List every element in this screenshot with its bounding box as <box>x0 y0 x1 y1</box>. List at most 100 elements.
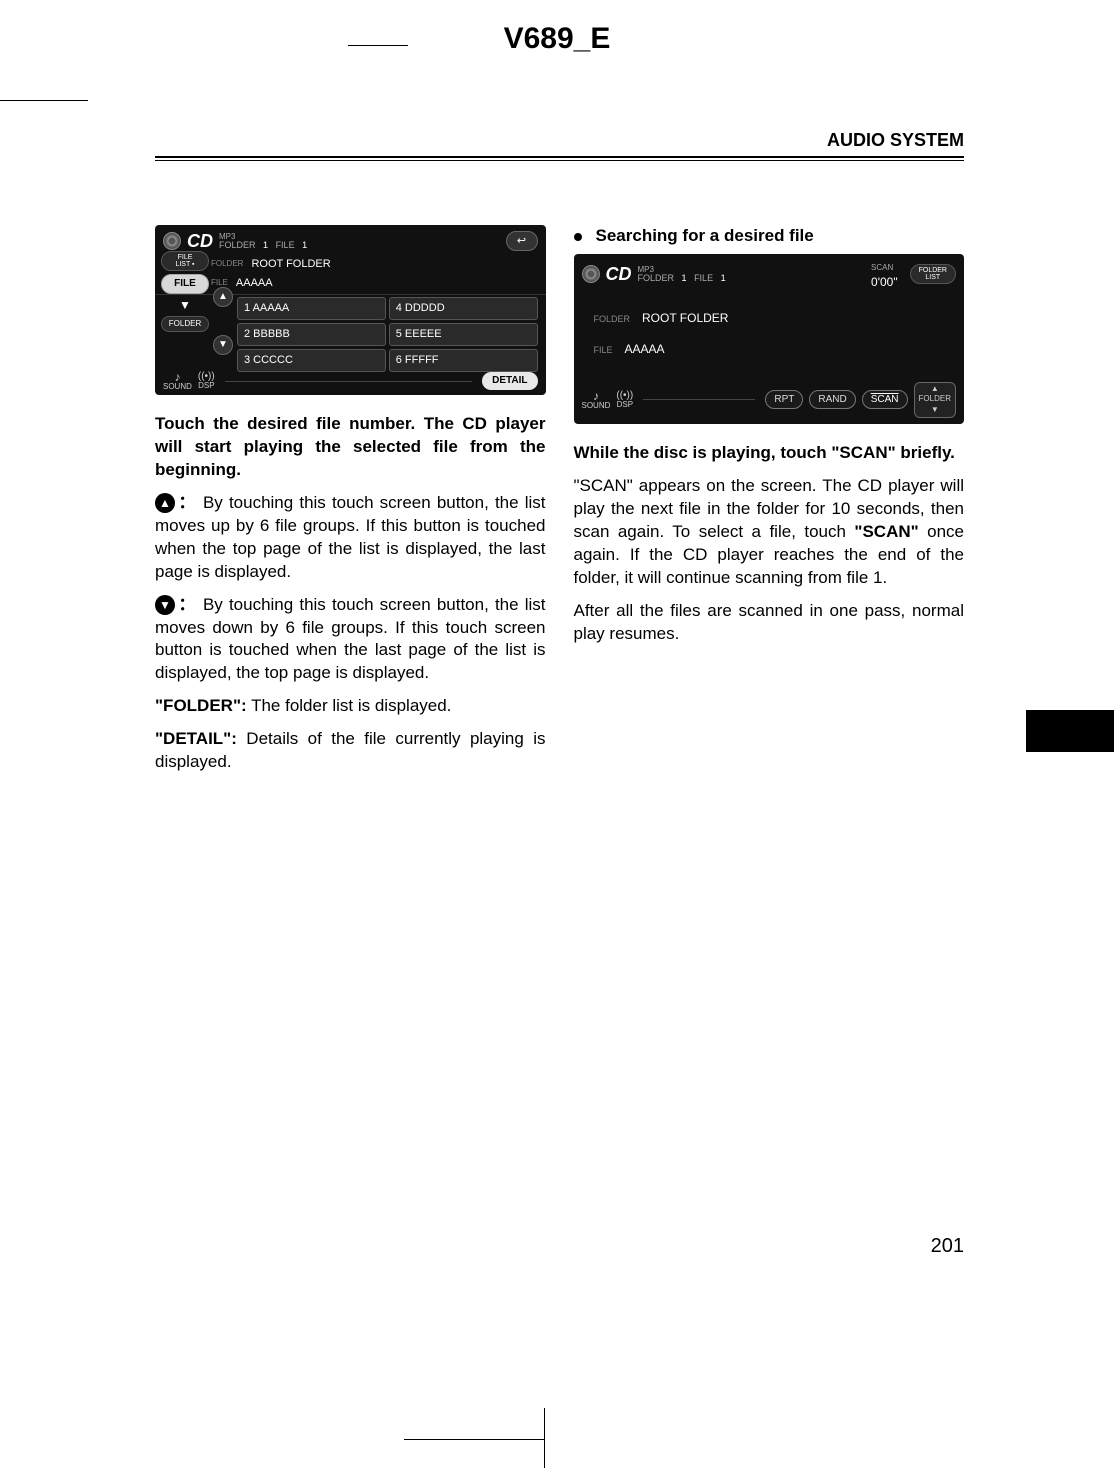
crop-mark-v <box>544 1408 545 1468</box>
p1b: "SCAN" <box>831 443 895 462</box>
up-button-desc: ▲： By touching this touch screen button,… <box>155 492 546 584</box>
left-column: CD MP3 FOLDER 1 FILE 1 ↩ FOLDER <box>155 225 546 784</box>
cd-label: CD <box>606 262 632 286</box>
file-num: 1 <box>721 273 726 283</box>
info-row: FOLDER ROOT FOLDER <box>155 255 546 274</box>
folder-text: FOLDER <box>919 394 951 405</box>
colon: ： <box>177 595 197 614</box>
folder-nav[interactable]: ▲ FOLDER ▼ <box>914 382 956 418</box>
disc-icon <box>163 232 181 250</box>
file-button[interactable]: FILE <box>161 274 209 294</box>
crop-rule <box>348 45 408 46</box>
content-columns: CD MP3 FOLDER 1 FILE 1 ↩ FOLDER <box>155 225 964 784</box>
sound-icon[interactable]: ♪ SOUND <box>582 390 611 410</box>
detail-label-text: "DETAIL": <box>155 729 237 748</box>
disc-icon <box>582 265 600 283</box>
folder-num: 1 <box>682 273 687 283</box>
scroll-arrows: ▲ ▼ <box>213 287 233 355</box>
dsp-icon[interactable]: ((•)) DSP <box>198 372 215 390</box>
up-text: By touching this touch screen button, th… <box>155 493 546 581</box>
rpt-button[interactable]: RPT <box>765 390 803 410</box>
folder-caption: FOLDER <box>594 313 631 325</box>
folder-list-button[interactable]: FOLDERLIST <box>910 264 956 284</box>
divider <box>643 399 755 400</box>
doc-header: V689_E <box>0 22 1114 56</box>
instruction-touch-file: Touch the desired file number. The CD pl… <box>155 413 546 482</box>
bottom-bar: ♪ SOUND ((•)) DSP DETAIL <box>163 371 538 391</box>
folder-file-indicator: FOLDER 1 FILE 1 <box>219 241 307 250</box>
file-label: FILE <box>694 273 713 283</box>
folder-info: FOLDER ROOT FOLDER FILE AAAAA <box>574 292 965 362</box>
root-folder-text: ROOT FOLDER <box>251 257 330 272</box>
file-cell[interactable]: 2 BBBBB <box>237 323 386 346</box>
mp3-label: MP3 FOLDER 1 FILE 1 <box>219 233 307 250</box>
detail-desc: "DETAIL": Details of the file currently … <box>155 728 546 774</box>
file-cell[interactable]: 4 DDDDD <box>389 297 538 320</box>
folder-label-text: "FOLDER": <box>155 696 247 715</box>
down-arrow-small: ▼ <box>161 297 209 313</box>
cd-scan-screen: CD MP3 FOLDER 1 FILE 1 SCAN 0'00" <box>574 254 965 424</box>
right-column: Searching for a desired file CD MP3 FOLD… <box>574 225 965 784</box>
sound-icon[interactable]: ♪ SOUND <box>163 371 192 391</box>
scan-instruction: While the disc is playing, touch "SCAN" … <box>574 442 965 465</box>
scroll-down-button[interactable]: ▼ <box>213 335 233 355</box>
folder-button[interactable]: FOLDER <box>161 316 209 333</box>
file-cell[interactable]: 3 CCCCC <box>237 349 386 372</box>
file-cell[interactable]: 5 EEEEE <box>389 323 538 346</box>
thumb-tab <box>1026 710 1114 752</box>
root-text: ROOT FOLDER <box>642 310 728 326</box>
p2b: "SCAN" <box>854 522 918 541</box>
cd-label: CD <box>187 229 213 253</box>
folder-text: The folder list is displayed. <box>247 696 452 715</box>
time-value: 0'00" <box>871 275 898 289</box>
folder-label: FOLDER <box>219 240 256 250</box>
folder-down-icon: ▼ <box>931 405 939 416</box>
folder-file-indicator: FOLDER 1 FILE 1 <box>638 274 726 283</box>
file-num: 1 <box>302 240 307 250</box>
folder-desc: "FOLDER": The folder list is displayed. <box>155 695 546 718</box>
scan-button[interactable]: SCAN <box>862 390 908 410</box>
dsp-icon[interactable]: ((•)) DSP <box>616 391 633 409</box>
file-list-button[interactable]: FILELIST ▪ <box>161 251 209 271</box>
bottom-controls: ♪ SOUND ((•)) DSP RPT RAND SCAN ▲ FOLDER… <box>582 382 957 418</box>
colon: ： <box>177 493 197 512</box>
left-buttons: FILELIST ▪ FILE ▼ FOLDER <box>161 251 209 332</box>
crop-mark-h <box>404 1439 544 1440</box>
search-heading: Searching for a desired file <box>574 225 965 248</box>
file-cell[interactable]: 6 FFFFF <box>389 349 538 372</box>
scroll-up-button[interactable]: ▲ <box>213 287 233 307</box>
down-button-desc: ▼： By touching this touch screen button,… <box>155 594 546 686</box>
p1c: briefly. <box>896 443 955 462</box>
detail-button[interactable]: DETAIL <box>482 372 537 390</box>
down-arrow-icon: ▼ <box>155 595 175 615</box>
current-file-text: AAAAA <box>236 276 273 291</box>
dsp-label: DSP <box>617 401 633 409</box>
folder-num: 1 <box>263 240 268 250</box>
back-button[interactable]: ↩ <box>506 231 538 251</box>
scan-indicator: SCAN <box>871 263 893 272</box>
bullet-icon <box>574 233 582 241</box>
screen-header: CD MP3 FOLDER 1 FILE 1 SCAN 0'00" <box>574 254 965 292</box>
mp3-label: MP3 FOLDER 1 FILE 1 <box>638 266 726 283</box>
time-display: SCAN 0'00" <box>871 258 898 290</box>
scan-resume: After all the files are scanned in one p… <box>574 600 965 646</box>
file-caption: FILE <box>594 344 613 356</box>
rand-button[interactable]: RAND <box>809 390 855 410</box>
section-rule-thick <box>155 156 964 158</box>
heading-text: Searching for a desired file <box>596 226 814 245</box>
folder-label: FOLDER <box>638 273 675 283</box>
cd-file-list-screen: CD MP3 FOLDER 1 FILE 1 ↩ FOLDER <box>155 225 546 395</box>
folder-caption: FOLDER <box>211 259 243 270</box>
down-text: By touching this touch screen button, th… <box>155 595 546 683</box>
screen-header: CD MP3 FOLDER 1 FILE 1 ↩ <box>155 225 546 255</box>
section-title: AUDIO SYSTEM <box>827 130 964 151</box>
crop-rule-left <box>0 100 88 101</box>
up-arrow-icon: ▲ <box>155 493 175 513</box>
sound-label: SOUND <box>163 383 192 391</box>
sound-label: SOUND <box>582 402 611 410</box>
section-rule-thin <box>155 160 964 161</box>
scan-explanation: "SCAN" appears on the screen. The CD pla… <box>574 475 965 590</box>
file-label: FILE <box>276 240 295 250</box>
file-cell[interactable]: 1 AAAAA <box>237 297 386 320</box>
page-number: 201 <box>931 1235 964 1258</box>
